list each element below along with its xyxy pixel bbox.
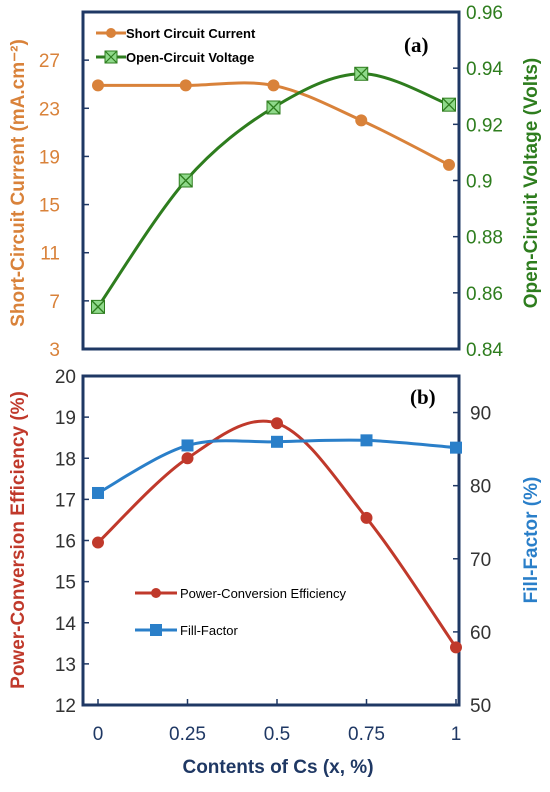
right-tick-label: 0.9 [466,172,492,193]
efficiency-line [96,419,458,649]
left-tick-label: 20 [55,367,76,388]
left-tick-label: 11 [40,244,60,265]
fill-factor-point [181,439,194,452]
panel-a-series [91,66,456,314]
fill-factor-line [97,438,457,495]
panel-b-left-ticks: 12 13 14 15 16 17 18 19 20 [55,367,89,717]
fill-factor-point [271,435,283,448]
right-tick-label: 80 [470,477,491,498]
current-point [355,114,368,127]
panel-a-y2label: Open-Circuit Voltage (Volts) [521,58,542,309]
panel-b-series [92,417,462,654]
efficiency-point [360,511,373,524]
left-tick-label: 3 [49,340,60,361]
right-tick-label: 90 [470,404,491,425]
current-point [443,158,455,171]
left-tick-label: 27 [39,51,60,72]
left-tick-label: 15 [55,573,76,594]
right-tick-label: 0.92 [466,115,503,136]
legend-fill-factor-label: Fill-Factor [180,623,238,638]
fill-factor-point [450,441,462,454]
panel-b-right-ticks: 50 60 70 80 90 [453,404,491,717]
panel-a-legend: Short Circuit Current Open-Circuit Volta… [96,26,256,65]
legend-voltage-label: Open-Circuit Voltage [126,50,254,65]
x-tick-label: 0.25 [169,724,206,745]
left-tick-label: 16 [55,532,76,553]
left-tick-label: 12 [55,696,76,717]
right-tick-label: 0.84 [466,340,503,361]
left-tick-label: 18 [55,449,76,470]
legend-voltage-marker-cross [104,50,118,64]
efficiency-point [181,452,194,465]
x-tick-label: 0.5 [264,724,290,745]
panel-b-xlabel: Contents of Cs (x, %) [182,757,373,778]
right-tick-label: 0.88 [466,228,503,249]
fill-factor-point [92,486,104,499]
panel-b: 12 13 14 15 16 17 18 19 20 50 60 70 80 90 0 0.25 0.5 0.… [8,367,542,778]
left-tick-label: 19 [55,408,76,429]
panel-a-left-ticks: 3 7 11 15 19 23 27 [39,51,89,361]
current-point [179,79,192,92]
legend-efficiency-marker [151,588,161,598]
right-tick-label: 60 [470,623,491,644]
voltage-point-cross [178,173,193,188]
current-line [98,81,450,167]
efficiency-point [450,641,462,654]
right-tick-label: 70 [470,550,491,571]
panel-b-x-ticks: 0 0.25 0.5 0.75 1 [93,699,462,745]
fill-factor-point [360,434,373,447]
right-tick-label: 0.94 [466,59,503,80]
panel-b-label: (b) [410,385,436,409]
left-tick-label: 15 [39,196,60,217]
panel-b-frame [81,374,461,707]
voltage-point-cross [91,299,105,314]
voltage-point-cross [442,97,456,112]
panel-b-y2label: Fill-Factor (%) [521,477,542,604]
current-point [267,79,280,92]
right-tick-label: 0.96 [466,3,503,24]
panel-a: 3 7 11 15 19 23 27 0.84 0.86 0.88 0.9 0.92 0.94 0.96… [8,3,542,361]
panel-b-legend: Power-Conversion Efficiency Fill-Factor [135,586,346,638]
efficiency-point [271,417,283,430]
legend-current-marker [106,28,116,38]
left-tick-label: 13 [55,655,76,676]
left-tick-label: 7 [49,292,60,313]
panel-b-ylabel: Power-Conversion Efficiency (%) [8,391,29,689]
voltage-point-cross [266,100,281,115]
panel-a-label: (a) [404,33,429,57]
voltage-line [96,72,450,308]
x-tick-label: 0 [93,724,104,745]
x-tick-label: 0.75 [348,724,385,745]
legend-efficiency-label: Power-Conversion Efficiency [180,586,346,601]
right-tick-label: 0.86 [466,284,503,305]
efficiency-point [92,536,104,549]
left-tick-label: 17 [55,490,76,511]
panel-a-ylabel: Short-Circuit Current (mA.cm⁻²) [8,39,29,327]
right-tick-label: 50 [470,696,491,717]
legend-current-label: Short Circuit Current [126,26,256,41]
current-point [92,79,104,92]
voltage-point-cross [354,66,369,81]
panel-a-right-ticks: 0.84 0.86 0.88 0.9 0.92 0.94 0.96 [453,3,503,361]
left-tick-label: 23 [39,99,60,120]
left-tick-label: 19 [39,147,60,168]
legend-fill-factor-marker [150,624,162,636]
left-tick-label: 14 [55,614,77,635]
x-tick-label: 1 [451,724,462,745]
